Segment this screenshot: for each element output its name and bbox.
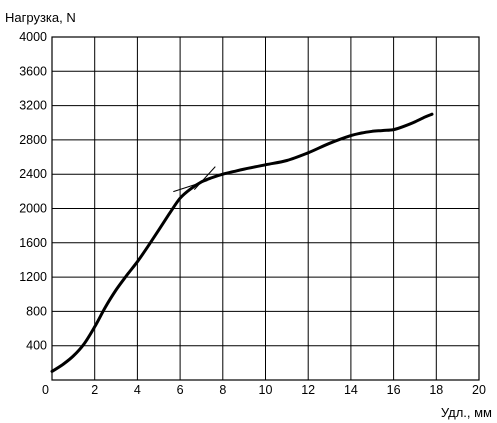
y-tick-label: 3200 [19,99,47,113]
x-tick-label: 20 [472,383,486,397]
tangent-line [173,180,208,193]
series-line-load-curve [50,112,434,373]
y-tick-label: 1200 [19,270,47,284]
y-tick-label: 2800 [19,133,47,147]
x-tick-label: 12 [301,383,315,397]
x-tick-label: 18 [429,383,443,397]
y-tick-label: 3600 [19,64,47,78]
y-tick-label: 4000 [19,30,47,44]
grid-lines [52,37,479,380]
x-axis-label: Удл., мм [441,405,492,420]
x-tick-label: 10 [259,383,273,397]
y-axis-label: Нагрузка, N [5,10,76,25]
x-tick-label: 0 [42,383,49,397]
y-tick-label: 2400 [19,167,47,181]
tick-labels: 0 2 4 6 8 10 12 14 16 18 20 400 800 1200 1600 2000 2400 2… [19,30,486,397]
y-tick-label: 800 [26,304,47,318]
tangent-cross-line [193,166,216,190]
y-tick-label: 2000 [19,202,47,216]
plot-frame [51,36,480,381]
x-tick-label: 4 [134,383,141,397]
x-tick-label: 8 [219,383,226,397]
x-tick-label: 6 [177,383,184,397]
y-tick-label: 1600 [19,236,47,250]
x-tick-label: 2 [91,383,98,397]
x-tick-label: 16 [387,383,401,397]
x-tick-label: 14 [344,383,358,397]
y-tick-label: 400 [26,339,47,353]
tangent-marker [173,166,216,193]
